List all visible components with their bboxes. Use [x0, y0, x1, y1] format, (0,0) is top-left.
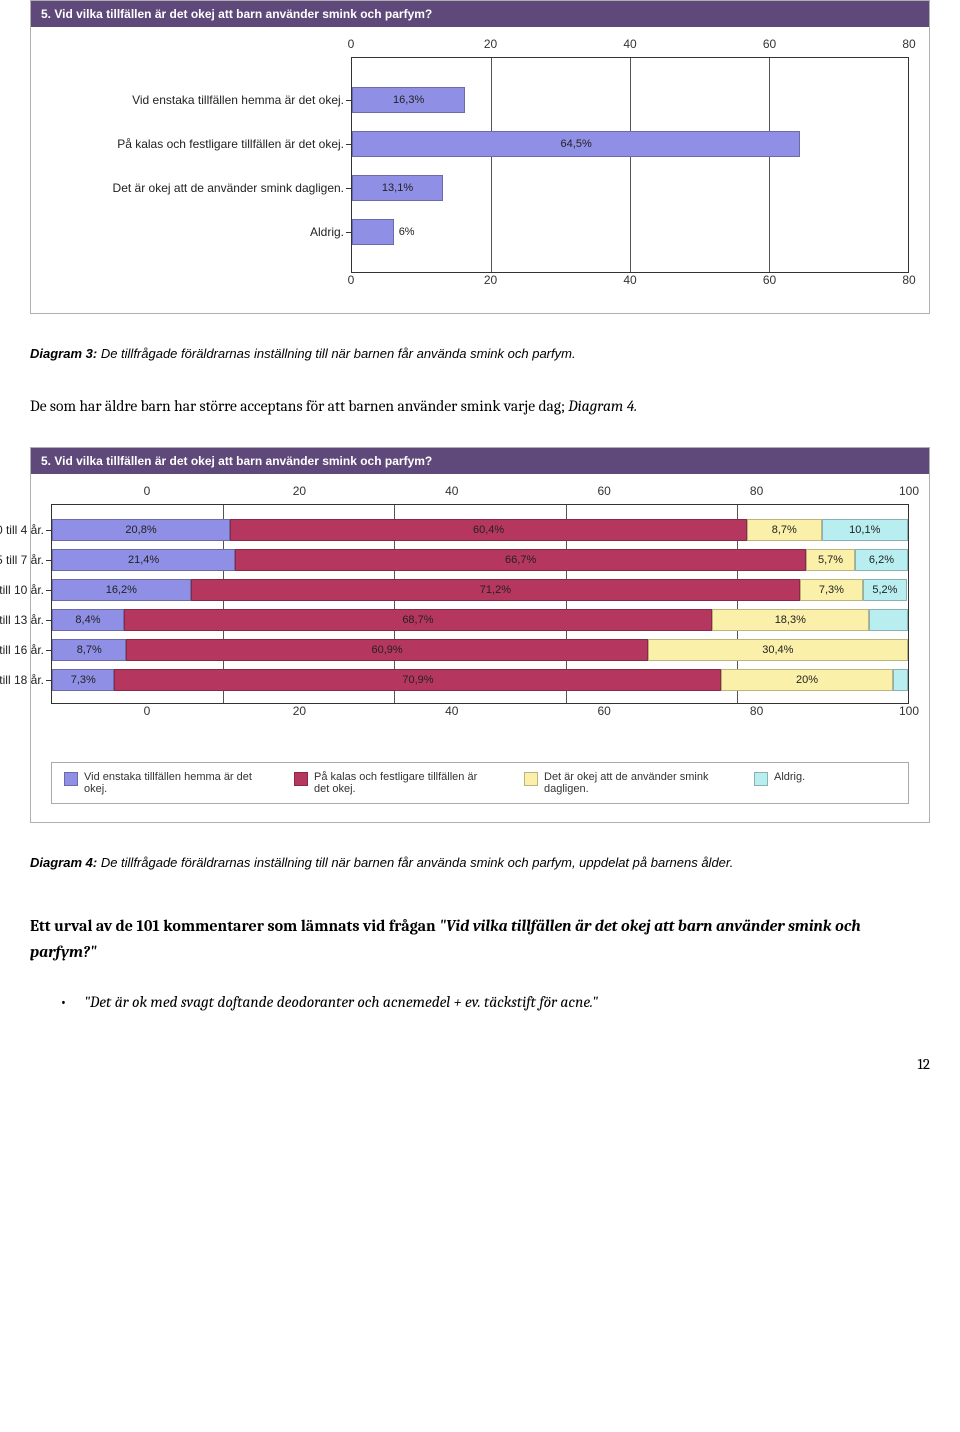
axis-tick: 60	[598, 484, 611, 498]
chart1-bar-value: 6%	[393, 226, 415, 238]
chart2-bar-segment: 16,2%	[52, 579, 191, 601]
chart2-bar-segment: 60,9%	[126, 639, 647, 661]
axis-tick: 80	[750, 704, 763, 718]
chart2-body: 020406080100 0 till 4 år.20,8%60,4%8,7%1…	[31, 474, 929, 744]
axis-tick: 0	[144, 704, 151, 718]
chart2-category-label: 11 till 13 år.	[0, 605, 52, 635]
chart2-legend: Vid enstaka tillfällen hemma är det okej…	[51, 762, 909, 804]
chart2-bar-segment: 70,9%	[114, 669, 721, 691]
chart2-bar-segment: 8,4%	[52, 609, 124, 631]
section-heading: Ett urval av de 101 kommentarer som lämn…	[30, 914, 930, 965]
axis-tick: 40	[623, 273, 636, 287]
chart2-bar-segment: 5,2%	[863, 579, 908, 601]
caption4-text: De tillfrågade föräldrarnas inställning …	[97, 855, 733, 870]
page-number: 12	[30, 1055, 930, 1073]
chart2-bottom-axis: 020406080100	[51, 704, 909, 724]
axis-tick: 20	[484, 273, 497, 287]
bullet-item: "Det är ok med svagt doftande deodorante…	[66, 989, 930, 1015]
axis-tick: 80	[902, 37, 915, 51]
legend-swatch	[754, 772, 768, 786]
section-head-pre: Ett urval av de 101 kommentarer som lämn…	[30, 917, 439, 935]
axis-tick: 80	[902, 273, 915, 287]
axis-tick: 20	[293, 704, 306, 718]
chart2-bar-segment: 30,4%	[648, 639, 908, 661]
chart2-bar-segment: 71,2%	[191, 579, 800, 601]
legend-swatch	[64, 772, 78, 786]
legend-label: På kalas och festligare tillfällen är de…	[314, 771, 494, 795]
axis-tick: 0	[144, 484, 151, 498]
chart2-bar-segment: 68,7%	[124, 609, 712, 631]
chart2-bar-segment: 66,7%	[235, 549, 806, 571]
chart1-bar: 64,5%	[352, 131, 800, 157]
chart2-category-label: 0 till 4 år.	[0, 515, 52, 545]
axis-tick: 100	[899, 704, 919, 718]
chart2-bar-segment: 20%	[721, 669, 892, 691]
para1-ref: Diagram 4.	[568, 397, 637, 415]
chart2-bar-segment: 7,3%	[52, 669, 114, 691]
legend-swatch	[524, 772, 538, 786]
chart2-title: 5. Vid vilka tillfällen är det okej att …	[31, 448, 929, 474]
para1-text: De som har äldre barn har större accepta…	[30, 397, 568, 415]
chart1-category-label: Vid enstaka tillfällen hemma är det okej…	[52, 78, 352, 122]
chart2-bar-segment: 8,7%	[52, 639, 126, 661]
chart2-bar-segment: 21,4%	[52, 549, 235, 571]
legend-label: Det är okej att de använder smink daglig…	[544, 771, 724, 795]
axis-tick: 40	[623, 37, 636, 51]
chart2-bar-segment: 5,7%	[806, 549, 855, 571]
legend-swatch	[294, 772, 308, 786]
caption3-text: De tillfrågade föräldrarnas inställning …	[97, 346, 575, 361]
axis-tick: 40	[445, 704, 458, 718]
paragraph-1: De som har äldre barn har större accepta…	[30, 393, 930, 419]
axis-tick: 0	[348, 273, 355, 287]
axis-tick: 40	[445, 484, 458, 498]
axis-tick: 80	[750, 484, 763, 498]
chart1-bar: 16,3%	[352, 87, 465, 113]
chart1-title: 5. Vid vilka tillfällen är det okej att …	[31, 1, 929, 27]
axis-tick: 20	[484, 37, 497, 51]
bullet-list: "Det är ok med svagt doftande deodorante…	[30, 989, 930, 1015]
chart2-category-label: 5 till 7 år.	[0, 545, 52, 575]
axis-tick: 20	[293, 484, 306, 498]
chart2-bar-segment: 7,3%	[800, 579, 862, 601]
chart2-bar-segment	[869, 609, 908, 631]
chart1-bottom-axis: 020406080	[51, 273, 909, 293]
chart1-category-label: Det är okej att de använder smink daglig…	[52, 166, 352, 210]
axis-tick: 60	[598, 704, 611, 718]
legend-label: Aldrig.	[774, 771, 805, 783]
axis-tick: 100	[899, 484, 919, 498]
chart1-category-label: Aldrig.	[52, 210, 352, 254]
chart2-bar-segment: 18,3%	[712, 609, 869, 631]
chart2-bar-segment: 60,4%	[230, 519, 747, 541]
chart2-bar-segment: 8,7%	[747, 519, 821, 541]
chart1-bar: 13,1%	[352, 175, 443, 201]
caption-diagram4: Diagram 4: De tillfrågade föräldrarnas i…	[30, 853, 930, 874]
chart2-bar-segment: 6,2%	[855, 549, 908, 571]
axis-tick: 60	[763, 273, 776, 287]
caption4-bold: Diagram 4:	[30, 855, 97, 870]
chart2-category-label: 17 till 18 år.	[0, 665, 52, 695]
caption-diagram3: Diagram 3: De tillfrågade föräldrarnas i…	[30, 344, 930, 365]
legend-item: Vid enstaka tillfällen hemma är det okej…	[64, 771, 264, 795]
chart2-top-axis: 020406080100	[51, 484, 909, 504]
chart2-container: 5. Vid vilka tillfällen är det okej att …	[30, 447, 930, 823]
legend-label: Vid enstaka tillfällen hemma är det okej…	[84, 771, 264, 795]
chart1-container: 5. Vid vilka tillfällen är det okej att …	[30, 0, 930, 314]
chart2-bar-segment: 20,8%	[52, 519, 230, 541]
chart2-bar-segment	[893, 669, 908, 691]
axis-tick: 0	[348, 37, 355, 51]
chart2-category-label: 14 till 16 år.	[0, 635, 52, 665]
chart1-category-label: På kalas och festligare tillfällen är de…	[52, 122, 352, 166]
caption3-bold: Diagram 3:	[30, 346, 97, 361]
legend-item: På kalas och festligare tillfällen är de…	[294, 771, 494, 795]
chart1-body: 0 20 40 60 80 Vid enstaka tillfällen hemma ä…	[31, 27, 929, 313]
chart1-top-axis: 020406080	[51, 37, 909, 57]
chart1-bar: 6%	[352, 219, 394, 245]
legend-item: Aldrig.	[754, 771, 805, 795]
legend-item: Det är okej att de använder smink daglig…	[524, 771, 724, 795]
chart2-category-label: 8 till 10 år.	[0, 575, 52, 605]
chart2-bar-segment: 10,1%	[822, 519, 908, 541]
axis-tick: 60	[763, 37, 776, 51]
